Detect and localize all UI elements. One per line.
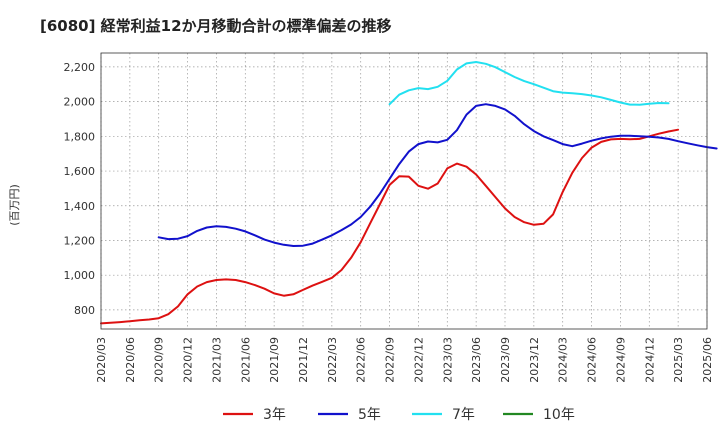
x-tick-label: 2022/09: [384, 337, 397, 383]
y-tick-label: 1,400: [64, 200, 96, 213]
x-tick-label: 2022/03: [326, 337, 339, 383]
x-tick-label: 2023/03: [441, 337, 454, 383]
x-tick-label: 2023/06: [470, 337, 483, 383]
legend-label-3: 10年: [543, 407, 575, 423]
y-tick-label: 800: [74, 304, 95, 317]
series-line-1: [157, 103, 718, 247]
x-tick-labels: 2020/03 2020/06 2020/09 2020/12 2021/03 2021/…: [95, 337, 714, 383]
legend-label-1: 5年: [358, 407, 381, 423]
y-tick-label: 1,600: [64, 165, 96, 178]
x-tick-label: 2023/09: [499, 337, 512, 383]
x-tick-label: 2020/06: [124, 337, 137, 383]
x-tick-label: 2024/12: [643, 337, 656, 383]
legend-label-0: 3年: [263, 407, 286, 423]
x-tick-label: 2020/03: [95, 337, 108, 383]
x-tick-label: 2021/09: [268, 337, 281, 383]
x-tick-label: 2024/03: [557, 337, 570, 383]
y-tick-label: 2,200: [64, 61, 96, 74]
legend: 3年 5年 7年 10年: [223, 407, 575, 423]
series-line-0: [100, 128, 680, 325]
y-tick-label: 2,000: [64, 96, 96, 109]
x-tick-label: 2021/03: [210, 337, 223, 383]
x-tick-label: 2025/03: [672, 337, 685, 383]
plot-frame: [100, 52, 708, 330]
x-tick-label: 2022/12: [412, 337, 425, 383]
x-tick-label: 2020/09: [153, 337, 166, 383]
y-tick-labels: 800 1,000 1,200 1,400 1,600 1,800 2,000 2,200: [64, 61, 96, 317]
y-axis-label: (百万円): [8, 184, 21, 226]
legend-label-2: 7年: [452, 407, 475, 423]
x-tick-label: 2025/06: [701, 337, 714, 383]
series-line-2: [388, 61, 670, 106]
x-tick-label: 2024/09: [614, 337, 627, 383]
x-tick-label: 2024/06: [586, 337, 599, 383]
grid-lines: [100, 53, 708, 329]
x-tick-label: 2023/12: [528, 337, 541, 383]
series-lines: [100, 61, 718, 325]
x-tick-label: 2020/12: [182, 337, 195, 383]
x-tick-label: 2021/12: [297, 337, 310, 383]
chart-title: [6080] 経常利益12か月移動合計の標準偏差の推移: [40, 17, 392, 35]
y-tick-label: 1,800: [64, 130, 96, 143]
y-tick-label: 1,000: [64, 269, 96, 282]
x-tick-label: 2021/06: [239, 337, 252, 383]
y-tick-label: 1,200: [64, 234, 96, 247]
x-tick-label: 2022/06: [355, 337, 368, 383]
